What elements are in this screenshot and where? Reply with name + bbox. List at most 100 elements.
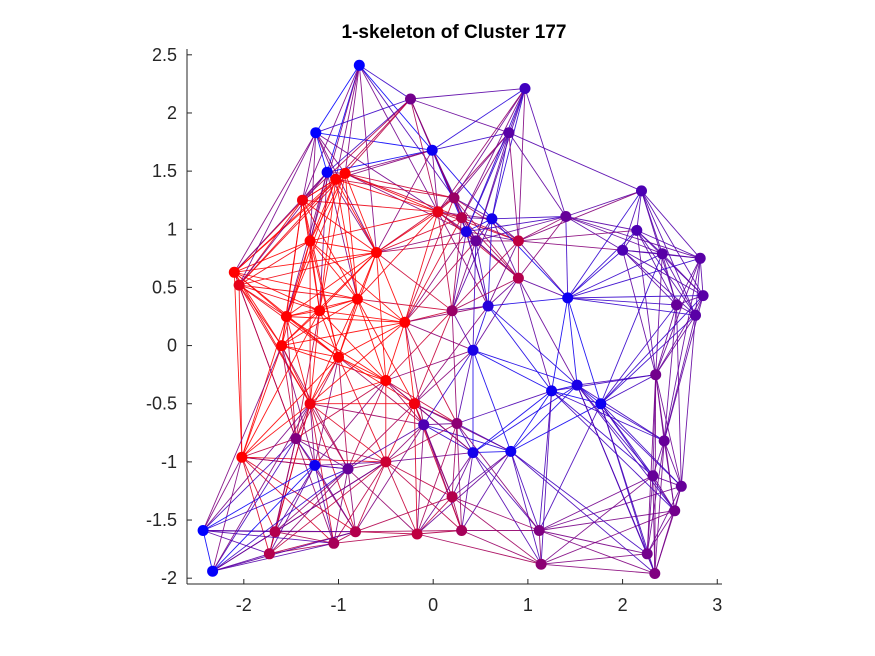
edge — [655, 304, 677, 375]
edge — [451, 217, 463, 311]
edge — [655, 315, 696, 375]
edge — [567, 297, 677, 306]
edge — [676, 258, 701, 306]
edge — [652, 440, 665, 476]
edge — [385, 461, 462, 531]
edge — [241, 438, 297, 458]
edge — [274, 465, 316, 532]
edge — [233, 272, 243, 458]
edge — [416, 424, 425, 535]
edge — [238, 132, 317, 286]
edge — [238, 178, 337, 286]
edge — [344, 172, 439, 213]
edge — [622, 250, 657, 375]
edge — [335, 178, 455, 199]
edge — [347, 424, 424, 470]
edge — [212, 461, 387, 572]
vertex-point — [617, 244, 629, 256]
edge — [335, 65, 360, 180]
edge — [541, 553, 648, 565]
edge — [491, 88, 526, 219]
edge — [404, 322, 458, 424]
edge — [416, 533, 542, 565]
vertex-point — [333, 351, 344, 363]
edge — [510, 451, 542, 565]
edge — [241, 456, 356, 533]
vertex-point — [309, 459, 321, 471]
edge — [338, 252, 377, 358]
edge — [600, 403, 656, 574]
edge — [275, 531, 334, 544]
edge — [238, 252, 377, 286]
edge — [646, 486, 682, 555]
edge — [472, 390, 552, 453]
edge — [451, 231, 467, 311]
vertex-point — [432, 206, 444, 218]
edge — [385, 310, 453, 381]
edge — [285, 316, 297, 439]
edge — [472, 384, 578, 453]
edge — [452, 305, 489, 312]
vertex-point — [486, 213, 498, 225]
edge — [518, 240, 623, 251]
edge — [423, 349, 474, 425]
edge — [241, 456, 335, 544]
vertex-point — [263, 548, 275, 560]
edge — [510, 451, 648, 555]
edge — [475, 216, 566, 242]
vertex-point — [467, 447, 479, 459]
edge — [461, 217, 519, 279]
vertex-point — [290, 433, 302, 445]
edge — [309, 240, 406, 323]
x-tick-label: 0 — [428, 595, 438, 615]
edge — [491, 218, 569, 299]
edge — [344, 173, 377, 253]
edge — [359, 64, 411, 100]
edge — [451, 496, 540, 531]
edge — [295, 438, 356, 532]
edge — [576, 384, 682, 487]
edge — [404, 321, 474, 351]
edge — [538, 403, 602, 531]
edge — [347, 468, 356, 532]
vertex-point — [418, 419, 430, 431]
edge — [487, 240, 519, 307]
edge — [491, 218, 519, 242]
edge — [565, 216, 569, 298]
edge — [335, 98, 411, 180]
edge — [309, 179, 337, 242]
edge — [238, 284, 311, 404]
edge — [416, 496, 453, 535]
vertex-point — [276, 340, 288, 352]
edge — [345, 172, 455, 199]
vertex-point — [650, 369, 662, 381]
edge — [281, 345, 386, 381]
edge — [453, 132, 510, 199]
edge — [539, 530, 648, 555]
edge — [487, 218, 493, 307]
vertex-point — [342, 463, 354, 475]
edge — [319, 310, 387, 381]
edge — [241, 310, 320, 458]
edge — [695, 258, 701, 316]
edge — [281, 240, 311, 346]
edge — [358, 65, 439, 213]
edge — [565, 216, 701, 259]
vertex-point — [505, 445, 517, 457]
x-tick-label: -2 — [236, 595, 252, 615]
edge — [326, 172, 358, 300]
vertex-point — [697, 290, 709, 302]
edge — [338, 357, 387, 463]
vertex-point — [656, 248, 668, 260]
edge — [661, 253, 696, 316]
y-tick-label: 0.5 — [152, 277, 177, 297]
edge — [451, 423, 458, 497]
edge — [538, 390, 553, 531]
edge — [451, 277, 519, 312]
y-tick-label: 2.5 — [152, 45, 177, 65]
edge — [233, 171, 328, 273]
edge — [239, 284, 358, 300]
edge — [238, 284, 283, 346]
edge — [281, 345, 316, 466]
vertex-point — [310, 127, 322, 139]
